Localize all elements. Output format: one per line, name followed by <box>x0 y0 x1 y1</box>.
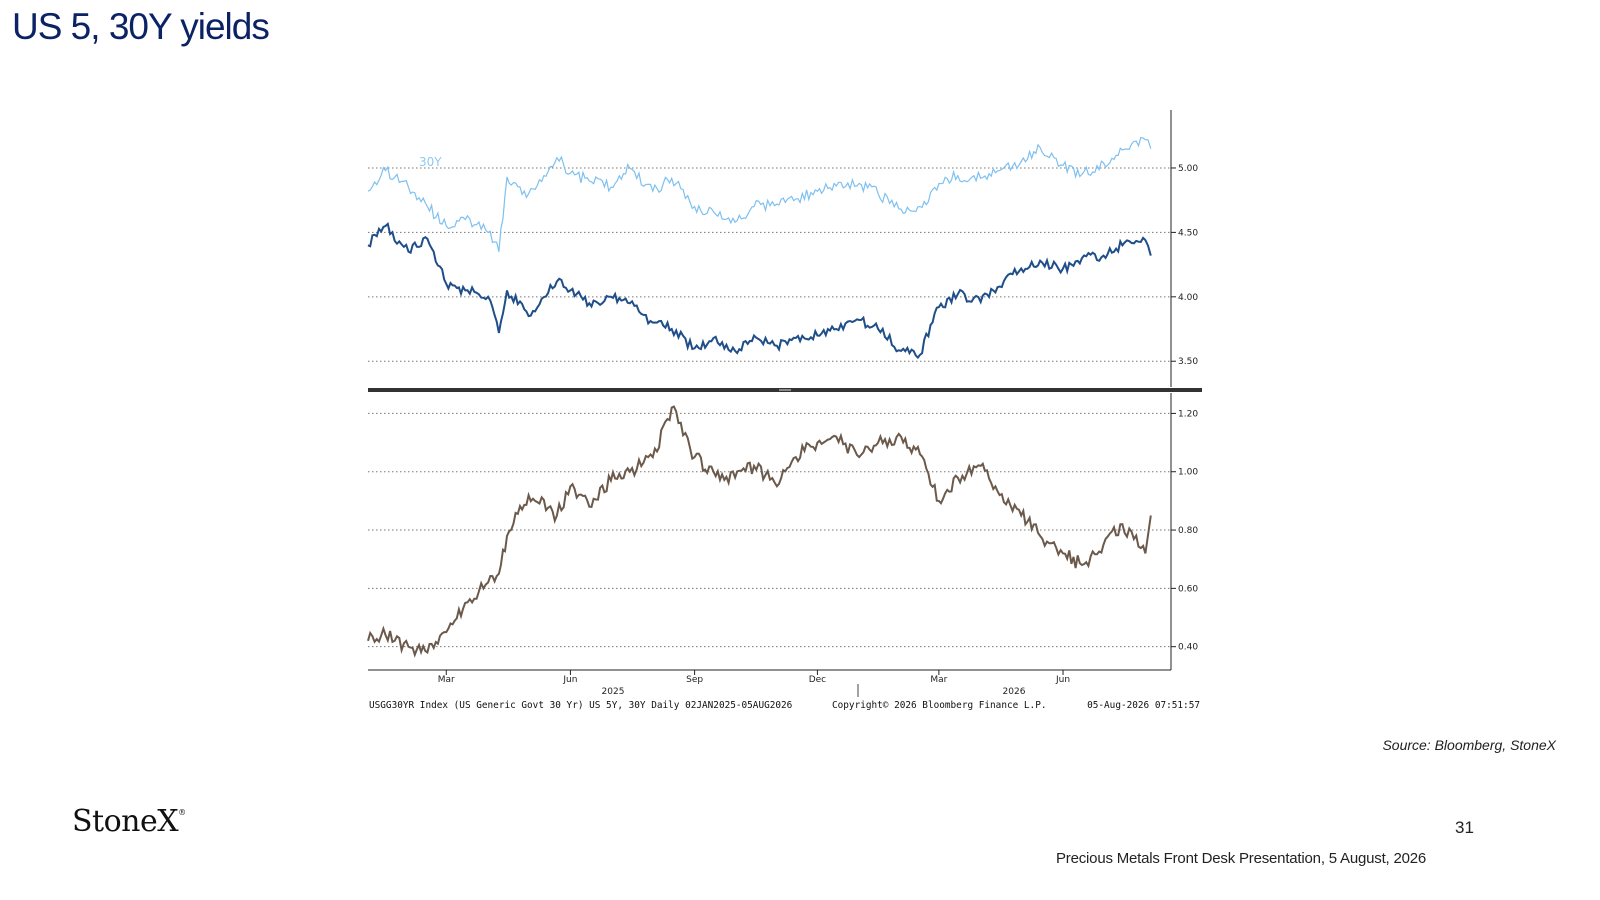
chart-description: USGG30YR Index (US Generic Govt 30 Yr) U… <box>369 700 793 711</box>
bottom-panel-y-tick-label: 0.80 <box>1178 526 1198 536</box>
top-panel-y-ticks: 5.00 4.50 4.00 3.50 <box>1171 164 1198 367</box>
presentation-footer: Precious Metals Front Desk Presentation,… <box>1056 850 1427 867</box>
x-tick-label: Jun <box>1055 675 1070 685</box>
bottom-panel-y-tick-label: 1.20 <box>1178 409 1198 419</box>
x-tick-label: Mar <box>438 675 455 685</box>
x-tick-label: Sep <box>686 675 703 685</box>
bottom-panel-y-tick-label: 0.60 <box>1178 584 1198 594</box>
top-panel-y-tick-label: 4.00 <box>1178 293 1198 303</box>
series-30y-line <box>367 136 1152 252</box>
series-5y-line <box>367 222 1152 360</box>
bottom-panel-y-ticks: 1.20 1.00 0.80 0.60 0.40 <box>1171 409 1198 653</box>
panel-divider-grip <box>779 389 791 391</box>
logo-text: StoneX <box>72 804 179 839</box>
page-number: 31 <box>1455 818 1474 837</box>
top-panel-y-tick-label: 3.50 <box>1178 357 1198 367</box>
x-year-label-2026: 2026 <box>1003 687 1026 697</box>
x-tick-label: Dec <box>809 675 826 685</box>
chart-timestamp: 05-Aug-2026 07:51:57 <box>1087 700 1200 711</box>
chart-copyright: Copyright© 2026 Bloomberg Finance L.P. <box>832 700 1046 711</box>
top-panel-y-tick-label: 4.50 <box>1178 228 1198 238</box>
x-year-label-2025: 2025 <box>602 687 625 697</box>
stonex-logo: StoneX® <box>72 804 186 839</box>
bottom-panel-y-tick-label: 0.40 <box>1178 643 1198 653</box>
x-tick-label: Mar <box>930 675 947 685</box>
page-title: US 5, 30Y yields <box>12 6 270 47</box>
x-axis-ticks: Mar Jun Sep Dec Mar Jun <box>438 670 1070 685</box>
logo-registered-mark: ® <box>178 808 186 817</box>
series-spread-line <box>367 405 1152 658</box>
bottom-panel-y-tick-label: 1.00 <box>1178 468 1198 478</box>
x-tick-label: Jun <box>562 675 577 685</box>
top-panel-gridlines <box>368 167 1171 362</box>
series-label-30y: 30Y <box>419 155 442 169</box>
bottom-panel-gridlines <box>368 412 1171 648</box>
source-note: Source: Bloomberg, StoneX <box>1382 737 1556 753</box>
top-panel-y-tick-label: 5.00 <box>1178 164 1198 174</box>
